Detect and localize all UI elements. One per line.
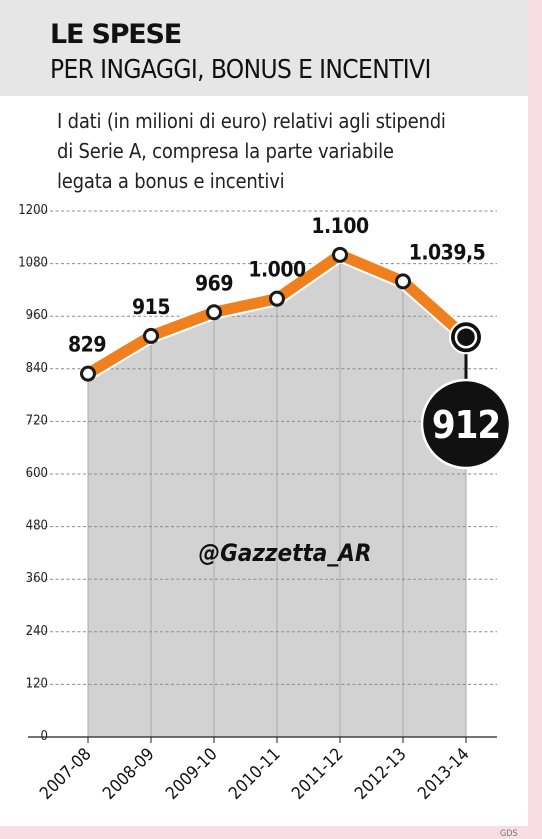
y-tick-label: 720 — [26, 413, 48, 428]
description-line: legata a bonus e incentivi — [57, 169, 285, 193]
description-line: I dati (in milioni di euro) relativi agl… — [57, 109, 446, 133]
description-line: di Serie A, compresa la parte variabile — [57, 139, 394, 163]
y-tick-label: 840 — [26, 361, 48, 376]
y-grid: 012024036048060072084096010801200 — [18, 203, 497, 744]
x-tick-label: 2013-14 — [414, 744, 473, 803]
y-tick-label: 600 — [26, 466, 48, 481]
data-label: 1.100 — [311, 214, 369, 238]
last-value-badge — [420, 378, 512, 470]
infographic-card: LE SPESE PER INGAGGI, BONUS E INCENTIVI … — [0, 0, 528, 826]
data-point — [143, 327, 159, 344]
data-point — [332, 246, 348, 263]
last-value-badge-label: 912 — [432, 403, 500, 447]
x-tick-label: 2012-13 — [351, 744, 410, 803]
y-tick-label: 1080 — [18, 256, 48, 271]
data-label: 1.039,5 — [409, 240, 486, 264]
data-point-highlight-ring — [454, 325, 478, 349]
data-point — [80, 365, 96, 382]
y-tick-label: 360 — [26, 571, 48, 586]
y-tick-label: 240 — [26, 624, 48, 639]
chart-title: LE SPESE — [50, 19, 182, 50]
y-tick-label: 480 — [26, 519, 48, 534]
data-point-highlight-core — [460, 331, 472, 344]
data-label: 915 — [132, 295, 170, 319]
x-tick-label: 2009-10 — [162, 744, 221, 803]
x-tick-label: 2010-11 — [225, 744, 284, 803]
line-chart: 0120240360480600720840960108012002007-08… — [18, 203, 512, 804]
y-tick-label: 1200 — [18, 203, 48, 218]
header-band: LE SPESE PER INGAGGI, BONUS E INCENTIVI — [0, 0, 528, 96]
footer-credit: GDS — [500, 829, 518, 839]
watermark-text: @Gazzetta_AR — [198, 539, 371, 567]
x-tick-label: 2008-09 — [99, 744, 158, 803]
data-label: 829 — [68, 333, 106, 357]
y-tick-label: 960 — [26, 308, 48, 323]
x-tick-label: 2011-12 — [288, 744, 347, 803]
x-tick-label: 2007-08 — [36, 744, 95, 803]
data-point — [269, 290, 285, 307]
data-point — [395, 273, 411, 290]
chart-description: I dati (in milioni di euro) relativi agl… — [57, 106, 517, 196]
chart-subtitle: PER INGAGGI, BONUS E INCENTIVI — [50, 55, 431, 85]
data-label: 969 — [195, 271, 233, 295]
y-tick-label: 120 — [26, 676, 48, 691]
data-point — [206, 304, 222, 321]
data-label: 1.000 — [248, 258, 306, 282]
